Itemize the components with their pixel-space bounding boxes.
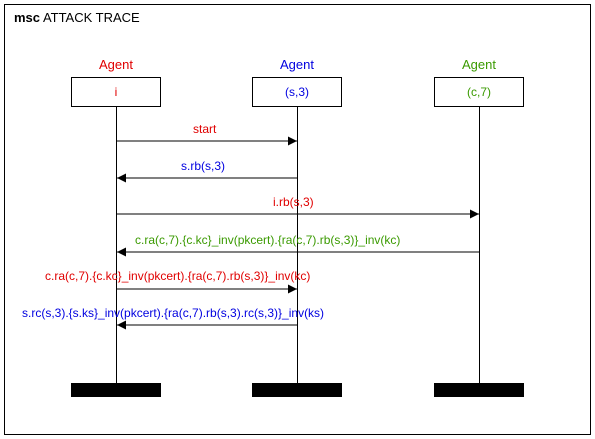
end-bar-s3 <box>252 383 342 397</box>
lifeline-c7 <box>479 107 480 383</box>
agent-box-c7: (c,7) <box>434 77 524 107</box>
end-bar-c7 <box>434 383 524 397</box>
agent-role-c7: Agent <box>462 57 496 72</box>
message-label-4: c.ra(c,7).{c.kc}_inv(pkcert).{ra(c,7).rb… <box>135 233 401 247</box>
message-label-5: c.ra(c,7).{c.kc}_inv(pkcert).{ra(c,7).rb… <box>45 269 311 283</box>
agent-role-s3: Agent <box>280 57 314 72</box>
end-bar-i <box>71 383 161 397</box>
agent-role-i: Agent <box>99 57 133 72</box>
diagram-title: msc ATTACK TRACE <box>14 10 140 25</box>
message-label-1: start <box>193 122 217 136</box>
lifeline-i <box>116 107 117 383</box>
lifeline-s3 <box>297 107 298 383</box>
agent-box-i: i <box>71 77 161 107</box>
message-label-3: i.rb(s,3) <box>273 195 314 209</box>
agent-box-s3: (s,3) <box>252 77 342 107</box>
title-text: ATTACK TRACE <box>42 10 140 25</box>
message-label-6: s.rc(s,3).{s.ks}_inv(pkcert).{ra(c,7).rb… <box>22 306 325 320</box>
message-label-2: s.rb(s,3) <box>181 159 226 173</box>
title-keyword: msc <box>14 10 41 25</box>
